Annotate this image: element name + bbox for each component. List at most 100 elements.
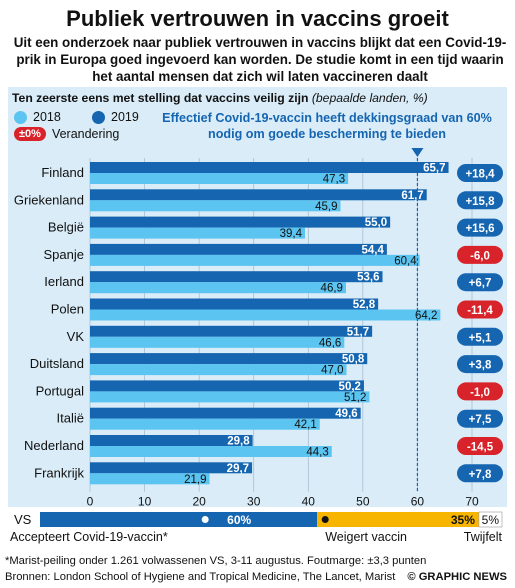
question-note: (bepaalde landen, %) (311, 91, 428, 105)
legend-2018-label: 2018 (33, 110, 61, 124)
value-label-2019: 52,8 (353, 299, 376, 311)
change-label: -6,0 (470, 250, 490, 262)
legend-2019-label: 2019 (111, 110, 139, 124)
value-label-2019: 29,7 (227, 463, 249, 475)
legend-2019: 2019 (92, 110, 139, 124)
bar-2019 (90, 271, 383, 283)
change-badge (457, 327, 503, 346)
change-label: -14,5 (467, 442, 494, 454)
value-label-2019: 61,7 (401, 190, 423, 202)
vs-refuse-value: 35% (451, 513, 475, 527)
vs-refuse-bar (317, 512, 479, 527)
bar-2018 (90, 227, 306, 239)
category-label: Griekenland (14, 192, 84, 207)
change-badge (457, 437, 503, 455)
vs-accept-bar (40, 512, 318, 527)
category-label: Italië (57, 411, 84, 426)
vs-accept-value: 60% (227, 513, 251, 527)
value-label-2018: 45,9 (315, 201, 337, 213)
value-label-2018: 21,9 (184, 474, 206, 486)
change-label: +3,8 (469, 360, 492, 372)
x-tick-label: 50 (356, 495, 370, 509)
bar-2019 (90, 407, 361, 419)
category-label: België (48, 220, 84, 235)
bar-2019 (90, 243, 387, 255)
value-label-2018: 46,6 (319, 337, 341, 349)
value-label-2018: 46,9 (321, 283, 343, 295)
legend-change-label: Verandering (51, 127, 120, 141)
vs-undecided-caption: Twijfelt (464, 530, 503, 544)
x-tick-label: 20 (192, 495, 206, 509)
vs-label: VS (14, 512, 32, 527)
bar-2019 (90, 298, 379, 310)
value-label-2018: 64,2 (415, 310, 437, 322)
value-label-2018: 44,3 (306, 447, 328, 459)
sources: Bronnen: London School of Hygiene and Tr… (5, 571, 396, 583)
bar-2019 (90, 216, 391, 228)
page-subtitle: Uit een onderzoek naar publiek vertrouwe… (13, 35, 507, 84)
bar-2018 (90, 473, 210, 485)
x-tick-label: 30 (247, 495, 261, 509)
value-label-2018: 39,4 (280, 228, 303, 240)
change-label: +7,5 (469, 414, 492, 426)
change-label: +18,4 (465, 169, 495, 181)
category-label: Ierland (44, 274, 84, 289)
category-label: Frankrijk (34, 465, 84, 480)
change-badge (457, 382, 503, 401)
bar-2019 (90, 353, 368, 365)
value-label-2019: 29,8 (227, 436, 250, 448)
value-label-2019: 51,7 (347, 326, 369, 338)
value-label-2018: 47,0 (321, 365, 343, 377)
value-label-2019: 55,0 (365, 217, 387, 229)
page-title: Publiek vertrouwen in vaccins groeit (66, 6, 449, 31)
change-badge (457, 191, 503, 210)
vs-undecided-value: 5% (482, 513, 500, 527)
value-label-2019: 53,6 (357, 272, 379, 284)
category-label: Nederland (24, 438, 84, 453)
change-badge (457, 409, 503, 428)
value-label-2019: 49,6 (335, 408, 357, 420)
bar-2018 (90, 254, 420, 266)
vs-refuse-dot (321, 516, 329, 523)
x-tick-label: 70 (465, 495, 479, 509)
category-label: VK (67, 329, 85, 344)
bar-2019 (90, 325, 373, 337)
vs-accept-dot (201, 516, 209, 523)
value-label-2018: 51,2 (344, 392, 366, 404)
bar-2018 (90, 418, 320, 430)
bar-2019 (90, 462, 253, 474)
legend-2019-swatch (92, 110, 105, 124)
change-label: -1,0 (470, 387, 490, 399)
change-badge (457, 464, 503, 483)
bar-2018 (90, 173, 349, 184)
value-label-2019: 50,2 (339, 381, 361, 393)
bar-2018 (90, 309, 441, 321)
value-label-2019: 50,8 (342, 354, 365, 366)
category-label: Portugal (36, 383, 85, 398)
category-label: Finland (41, 165, 84, 180)
change-badge (457, 164, 503, 182)
value-label-2018: 47,3 (323, 174, 345, 186)
change-badge (457, 273, 503, 292)
bar-2018 (90, 364, 347, 376)
value-label-2018: 42,1 (294, 419, 316, 431)
bar-2018 (90, 200, 341, 212)
x-tick-label: 0 (87, 495, 94, 509)
footnote: *Marist-peiling onder 1.261 volwassenen … (5, 555, 427, 567)
threshold-annotation: Effectief Covid-19-vaccin heeft dekkings… (162, 111, 492, 141)
bar-2018 (90, 336, 345, 348)
legend-2018-swatch (14, 110, 27, 124)
threshold-marker (411, 148, 424, 157)
bar-2019 (90, 162, 449, 173)
change-label: -11,4 (467, 305, 493, 317)
x-tick-label: 40 (302, 495, 316, 509)
bar-2019 (90, 380, 364, 392)
change-label: +5,1 (469, 332, 492, 344)
category-label: Spanje (44, 247, 84, 262)
bar-2018 (90, 282, 346, 294)
value-label-2019: 65,7 (423, 163, 445, 175)
change-label: +15,6 (465, 223, 494, 235)
bar-2018 (90, 391, 370, 403)
